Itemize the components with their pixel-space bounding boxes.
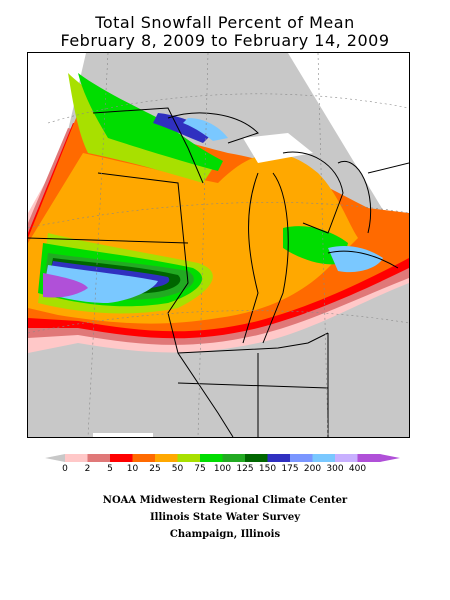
legend-swatch [290, 454, 313, 462]
legend-label: 5 [107, 464, 113, 474]
legend-label: 2 [84, 464, 91, 474]
legend-label: 25 [149, 464, 161, 474]
legend-label: 125 [236, 464, 254, 474]
snowfall-map [27, 52, 410, 438]
color-legend: 0 2 5 10 25 50 75 100 125 150 175 200 300 400 [40, 450, 420, 480]
credit-line1: NOAA Midwestern Regional Climate Center [102, 495, 348, 506]
map-title-line2: February 8, 2009 to February 14, 2009 [60, 31, 390, 50]
state-border-7 [177, 382, 329, 389]
legend-label: 200 [303, 464, 322, 474]
grid-line [28, 310, 409, 334]
legend-swatch [357, 454, 380, 462]
area-lightblue-north [183, 118, 228, 141]
lake-michigan-east [262, 172, 289, 344]
grid-line [197, 53, 209, 437]
lake-huron [337, 160, 372, 234]
lake-erie [327, 250, 399, 269]
grid-line [28, 202, 409, 229]
map-title-line1: Total Snowfall Percent of Mean [95, 13, 355, 32]
legend-swatch [177, 454, 200, 462]
outside-projection-east [288, 53, 409, 253]
area-violet-west [43, 273, 88, 298]
legend-label: 175 [281, 464, 299, 474]
legend-label: 50 [171, 464, 184, 474]
area-lightblue-east [328, 246, 383, 273]
legend-swatch [245, 454, 268, 462]
legend-label: 75 [194, 464, 206, 474]
state-border-3 [177, 332, 329, 354]
legend-label: 400 [348, 464, 367, 474]
grid-line [87, 53, 109, 437]
boundaries [28, 107, 409, 437]
legend-label: 150 [258, 464, 277, 474]
legend-bar [45, 454, 400, 462]
legend-arrow-right [380, 454, 400, 462]
legend-swatch [87, 454, 110, 462]
legend-swatch [65, 454, 88, 462]
grid-line [317, 53, 329, 437]
map-svg [28, 53, 409, 437]
credit-line2: Illinois State Water Survey [149, 512, 301, 523]
legend-swatch [312, 454, 335, 462]
lake-superior [167, 112, 259, 144]
legend-swatch [222, 454, 245, 462]
lake-michigan-west [242, 172, 259, 344]
legend-label: 300 [326, 464, 344, 474]
map-notch [93, 433, 153, 437]
legend-label: 10 [126, 464, 139, 474]
credit-line3: Champaign, Illinois [169, 529, 281, 540]
area-blue-north [153, 113, 213, 143]
legend-swatch [110, 454, 133, 462]
ontario-border [367, 162, 409, 174]
state-border-1 [97, 172, 234, 437]
legend-swatch [335, 454, 358, 462]
legend-arrow-left [45, 454, 65, 462]
legend-swatch [155, 454, 178, 462]
legend-swatch [132, 454, 155, 462]
state-border-4 [28, 237, 189, 244]
legend-label: 0 [62, 464, 68, 474]
legend-swatch [267, 454, 290, 462]
legend-swatch [200, 454, 223, 462]
graticule [28, 53, 409, 437]
area-nodata-north [243, 133, 313, 163]
state-border-2 [92, 107, 204, 184]
grid-line [47, 93, 409, 124]
legend-label: 100 [213, 464, 232, 474]
michigan-thumb [282, 151, 344, 234]
